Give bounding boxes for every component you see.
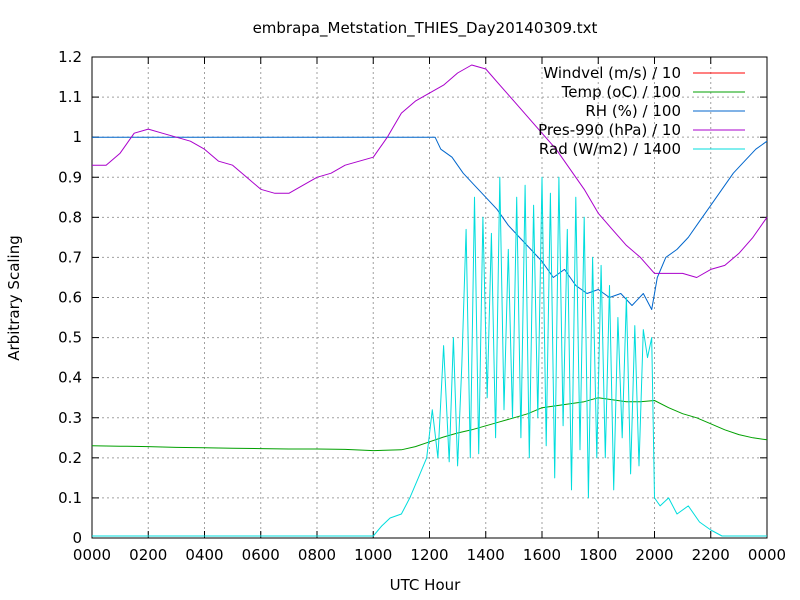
legend-label: Rad (W/m2) / 1400 bbox=[539, 140, 681, 158]
x-tick-label: 0800 bbox=[298, 546, 336, 564]
series-line-rh bbox=[92, 136, 768, 310]
x-axis-label: UTC Hour bbox=[390, 576, 461, 594]
chart-title: embrapa_Metstation_THIES_Day20140309.txt bbox=[253, 19, 598, 38]
x-tick-label: 1200 bbox=[410, 546, 448, 564]
series-line-pres990 bbox=[92, 64, 768, 278]
y-tick-label: 1.1 bbox=[58, 88, 82, 106]
x-tick-label: 2200 bbox=[692, 546, 730, 564]
series-line-temp bbox=[91, 397, 768, 452]
legend-label: Pres-990 (hPa) / 10 bbox=[538, 121, 681, 139]
x-tick-label: 2000 bbox=[635, 546, 673, 564]
x-tick-label: 0600 bbox=[242, 546, 280, 564]
y-tick-label: 0.2 bbox=[58, 449, 82, 467]
x-tick-label: 0000 bbox=[73, 546, 111, 564]
y-tick-label: 0.7 bbox=[58, 248, 82, 266]
y-tick-label: 1 bbox=[72, 128, 82, 146]
plot-series bbox=[91, 64, 768, 537]
x-tick-label: 1600 bbox=[523, 546, 561, 564]
y-tick-label: 0 bbox=[72, 529, 82, 547]
y-axis-label: Arbitrary Scaling bbox=[5, 235, 23, 361]
x-tick-label: 0400 bbox=[185, 546, 223, 564]
y-tick-label: 0.6 bbox=[58, 289, 82, 307]
y-tick-label: 0.1 bbox=[58, 489, 82, 507]
legend-label: Temp (oC) / 100 bbox=[561, 83, 681, 101]
x-tick-label: 0200 bbox=[129, 546, 167, 564]
y-tick-label: 0.5 bbox=[58, 329, 82, 347]
y-tick-label: 0.3 bbox=[58, 409, 82, 427]
y-tick-label: 0.4 bbox=[58, 369, 82, 387]
x-tick-label: 1800 bbox=[579, 546, 617, 564]
axes: 0000 0200 0400 0600 0800 1000 1200 1400 1600 1800… bbox=[58, 48, 786, 564]
y-tick-label: 1.2 bbox=[58, 48, 82, 66]
y-tick-label: 0.9 bbox=[58, 168, 82, 186]
y-tick-label: 0.8 bbox=[58, 208, 82, 226]
series-line-rad bbox=[92, 176, 767, 537]
legend-label: Windvel (m/s) / 10 bbox=[543, 64, 681, 82]
x-tick-label: 0000 bbox=[748, 546, 786, 564]
x-tick-label: 1000 bbox=[354, 546, 392, 564]
x-tick-label: 1400 bbox=[467, 546, 505, 564]
legend-label: RH (%) / 100 bbox=[585, 102, 681, 120]
